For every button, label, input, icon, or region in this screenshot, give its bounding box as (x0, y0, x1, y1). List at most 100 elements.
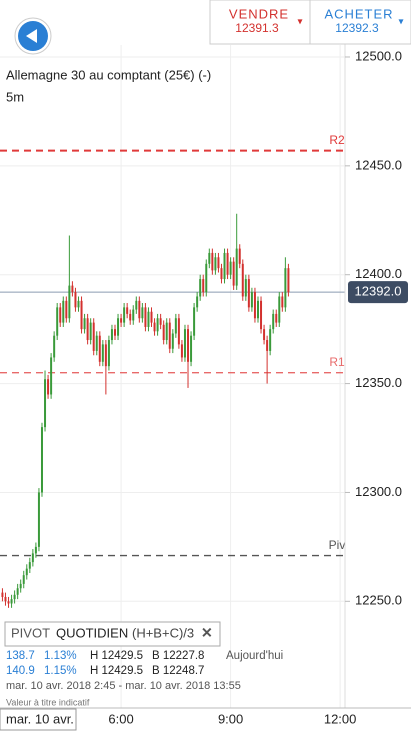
buy-button[interactable] (309, 0, 411, 45)
pivot-cell: B 12248.7 (152, 665, 204, 677)
buy-price: 12392.3 (335, 21, 379, 35)
candle-body (34, 546, 37, 554)
candle-body (95, 335, 98, 351)
candle-body (217, 257, 220, 269)
candle-body (147, 311, 150, 327)
candle-body (156, 318, 159, 332)
candle-body (266, 340, 269, 351)
x-tick-label: 12:00 (324, 711, 357, 726)
candle-body (168, 322, 171, 349)
candle-body (68, 285, 71, 319)
candle-body (22, 575, 25, 584)
candle-body (177, 318, 180, 345)
candle-body (1, 592, 4, 597)
x-tick-label: 9:00 (218, 711, 243, 726)
candle-body (50, 357, 53, 395)
candle-body (77, 300, 80, 308)
pivot-range: mar. 10 avr. 2018 2:45 - mar. 10 avr. 20… (6, 680, 241, 692)
pivot-cell: H 12429.5 (90, 665, 143, 677)
candle-body (287, 268, 290, 293)
candle-body (101, 344, 104, 362)
axis-bg (345, 0, 411, 708)
candle-body (86, 318, 89, 341)
candle-body (144, 307, 147, 327)
pivot-formula: (H+B+C)/3 (132, 625, 194, 640)
current-price-box (348, 281, 408, 304)
candle-body (7, 601, 10, 604)
candle-body (141, 307, 144, 319)
candle-body (40, 427, 43, 493)
candle-body (165, 322, 168, 341)
candle-body (56, 307, 59, 336)
pivot-close[interactable]: ✕ (201, 625, 213, 641)
candle-body (253, 292, 256, 319)
candle-body (244, 279, 247, 297)
pivot-kind: QUOTIDIEN (56, 625, 128, 640)
sell-label: VENDRE (229, 6, 289, 21)
pivot-level-label: R2 (329, 133, 345, 147)
candle-body (19, 583, 22, 589)
candle-body (132, 309, 135, 321)
candle-body (211, 252, 214, 271)
candle-body (83, 318, 86, 330)
pivot-note: Valeur à titre indicatif (6, 697, 90, 707)
sell-price: 12391.3 (235, 21, 279, 35)
x-tick-label: 6:00 (108, 711, 133, 726)
candle-body (28, 562, 31, 569)
date-box (0, 708, 77, 731)
sell-button[interactable] (209, 0, 311, 45)
current-price-label: 12392.0 (355, 284, 402, 299)
candle-body (247, 279, 250, 308)
pivot-title: PIVOT (11, 625, 50, 640)
candle-body (80, 300, 83, 330)
candle-body (229, 261, 232, 275)
candle-body (89, 322, 92, 341)
candle-body (284, 268, 287, 308)
candle-body (171, 333, 174, 349)
pivot-cell: Aujourd'hui (226, 650, 283, 662)
candle-body (241, 263, 244, 297)
candle-body (256, 300, 259, 319)
buy-arrow: ▾ (398, 17, 403, 28)
candle-body (150, 311, 153, 323)
candle-body (199, 279, 202, 297)
candle-body (232, 261, 235, 286)
pivot-cell: 1.15% (44, 665, 77, 677)
candle-body (138, 300, 141, 319)
pivot-box (4, 621, 221, 647)
candle-body (202, 279, 205, 293)
candle-body (238, 248, 241, 264)
pivot-cell: 140.9 (6, 665, 35, 677)
candle-body (62, 300, 65, 323)
candle-body (187, 329, 190, 362)
candle-body (183, 329, 186, 358)
candle-body (31, 553, 34, 563)
candle-body (92, 322, 95, 351)
candle-body (74, 292, 77, 308)
candle-body (25, 568, 28, 576)
candle-body (159, 318, 162, 325)
candle-body (47, 379, 50, 395)
y-tick-label: 12300.0 (355, 484, 402, 499)
candle-body (65, 300, 68, 319)
candle-body (37, 492, 40, 547)
buy-label: ACHETER (324, 6, 393, 21)
candle-body (193, 307, 196, 336)
candle-body (190, 335, 193, 362)
pivot-cell: 1.13% (44, 650, 77, 662)
candle-body (196, 296, 199, 308)
candle-body (263, 329, 266, 341)
pivot-level-label: R1 (329, 355, 345, 369)
candle-body (260, 300, 263, 330)
candle-body (44, 379, 47, 428)
candle-body (71, 285, 74, 293)
candle-body (110, 329, 113, 341)
y-tick-label: 12350.0 (355, 375, 402, 390)
candle-body (10, 599, 13, 604)
candle-body (114, 329, 116, 336)
candle-body (117, 318, 120, 336)
sell-arrow: ▾ (297, 17, 302, 28)
date-label: mar. 10 avr. (6, 711, 74, 726)
